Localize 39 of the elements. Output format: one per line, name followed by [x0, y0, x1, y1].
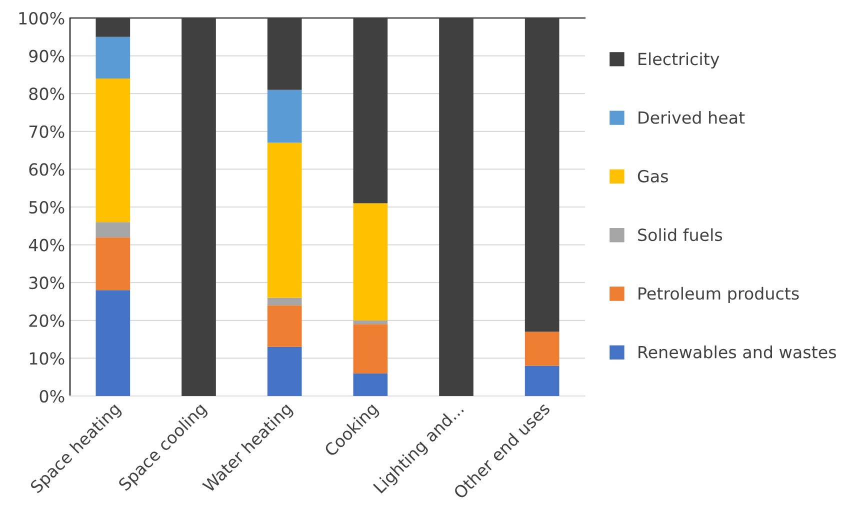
bar [353, 373, 388, 396]
y-tick-label: 0% [40, 390, 64, 403]
y-tick-label: 30% [29, 276, 64, 290]
y-tick-label: 100% [19, 12, 64, 25]
bar [267, 142, 302, 298]
y-tick-label: 20% [29, 314, 64, 327]
bar [96, 222, 130, 238]
y-tick-label: 70% [29, 125, 64, 138]
bar [267, 298, 302, 306]
bar [96, 78, 130, 222]
bar [96, 237, 130, 290]
y-tick-label: 60% [29, 163, 64, 176]
bar [96, 18, 130, 37]
bar [524, 18, 560, 332]
legend-label: Gas [638, 170, 668, 183]
bar [353, 203, 388, 320]
bar [439, 18, 474, 396]
legend-label: Renewables and wastes [638, 346, 836, 358]
bar [267, 346, 302, 396]
bar [267, 90, 302, 143]
y-tick-label: 10% [30, 352, 64, 365]
bar [96, 36, 130, 78]
bar [96, 290, 130, 396]
bar [353, 324, 388, 374]
y-tick-label: 50% [29, 200, 64, 214]
bar [353, 320, 388, 324]
bar [182, 18, 216, 396]
legend-label: Solid fuels [638, 228, 722, 242]
bar [267, 18, 302, 90]
bar [524, 332, 560, 366]
legend-label: Petroleum products [638, 286, 799, 304]
y-tick-label: 80% [29, 88, 64, 100]
y-tick-label: 40% [28, 238, 64, 252]
bar [267, 305, 302, 347]
legend-label: Derived heat [638, 110, 745, 124]
legend-label: Electricity [638, 52, 720, 68]
bar [353, 18, 388, 204]
bar [524, 366, 560, 396]
y-tick-label: 90% [29, 50, 64, 62]
